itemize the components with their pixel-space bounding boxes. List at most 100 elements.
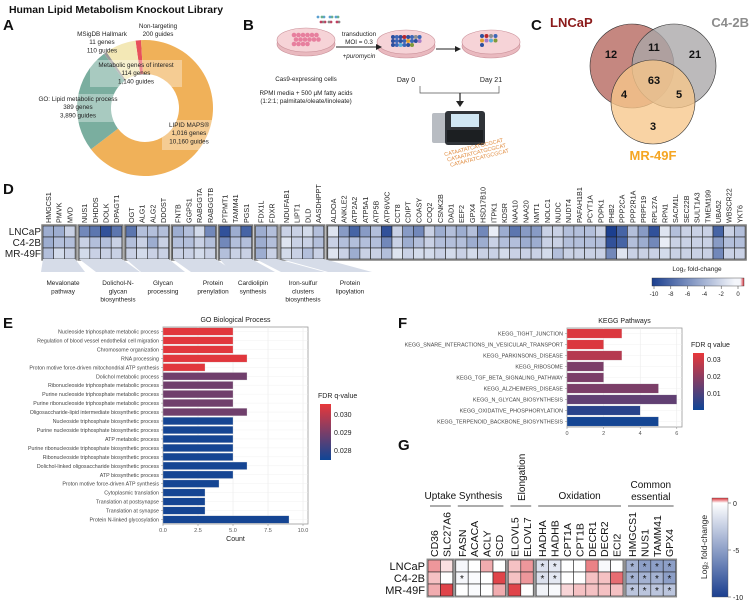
bar <box>162 506 206 515</box>
cell-icon <box>410 43 414 47</box>
virus-particle-icon <box>319 20 323 24</box>
heatmap-cell <box>659 247 671 260</box>
cell-icon <box>314 32 319 38</box>
heatmap-cell <box>552 236 564 249</box>
heatmap-cell <box>413 225 425 238</box>
cell-icon <box>402 35 407 39</box>
heatmap-cell <box>691 225 703 238</box>
category-label: Cytoplasmic translation <box>104 491 159 497</box>
gene-label: KDSR <box>500 203 509 223</box>
pathway-label: prenylation <box>197 288 229 295</box>
category-label: Ribonucleoside triphosphate biosynthetic… <box>43 455 160 461</box>
category-label: Protein N-linked glycosylation <box>90 518 160 524</box>
heatmap-cell <box>455 559 469 573</box>
pathway-connector <box>255 259 325 272</box>
gene-label: ECI2 <box>612 533 624 557</box>
gene-label: ALG2 <box>148 205 157 223</box>
legend-tick-label: 0 <box>733 501 737 508</box>
heatmap-cell <box>530 225 543 238</box>
heatmap-cell <box>402 236 414 249</box>
heatmap-cell <box>498 247 510 260</box>
cell-icon <box>413 35 418 39</box>
heatmap-cell <box>157 225 169 238</box>
heatmap-cell <box>712 247 724 260</box>
heatmap-cell <box>265 247 278 260</box>
gene-label: ACACA <box>469 521 481 557</box>
gene-label: ALG1 <box>138 205 147 223</box>
heatmap-cell <box>193 236 206 249</box>
cell-icon <box>480 38 484 43</box>
gene-label: PHB2 <box>607 204 616 223</box>
gene-label: FDXR <box>267 203 276 223</box>
bar <box>162 461 248 470</box>
heatmap-cell <box>348 225 361 238</box>
row-label: MR-49F <box>5 249 41 260</box>
heatmap-cell <box>110 225 123 238</box>
cell-icon <box>484 34 489 38</box>
heatmap-cell <box>498 236 510 249</box>
donut-label: 389 genes <box>63 104 92 111</box>
category-label: KEGG_TGF_BETA_SIGNALING_PATHWAY <box>456 376 563 382</box>
gene-label: PMVK <box>55 202 64 223</box>
heatmap-cell <box>327 225 339 238</box>
panel-label-e: E <box>3 315 13 332</box>
heatmap-cell <box>413 247 425 260</box>
heatmap-cell <box>585 559 599 573</box>
gene-label: CCT8 <box>393 204 402 223</box>
gene-label: ATP6V0C <box>382 192 391 223</box>
donut-label: Non-targeting <box>139 23 178 30</box>
row-label: C4-2B <box>13 238 42 249</box>
heatmap-cell <box>455 225 468 238</box>
bar <box>162 435 234 443</box>
venn-circle-mr-49f <box>610 59 696 145</box>
category-label: Purine nucleoside triphosphate biosynthe… <box>37 428 160 434</box>
gene-label: HADHB <box>550 520 562 557</box>
cell-icon <box>413 39 418 43</box>
heatmap-cell <box>42 225 54 238</box>
heatmap-cell <box>265 225 278 238</box>
pathway-label: Protein <box>203 280 224 287</box>
gene-label: EEF2 <box>457 205 466 223</box>
cell-icon <box>391 35 395 39</box>
heatmap-cell <box>723 247 735 260</box>
bar <box>162 363 206 372</box>
virus-particle-icon <box>335 20 339 24</box>
cell-icon <box>489 38 493 43</box>
gene-label: HMGCS1 <box>627 512 639 557</box>
gene-label: NUS1 <box>80 204 89 223</box>
bar <box>566 416 659 427</box>
heatmap-cell <box>265 236 278 249</box>
heatmap-cell <box>509 236 521 249</box>
heatmap-cell <box>240 247 252 260</box>
cell-icon <box>417 35 422 39</box>
heatmap-cell <box>669 225 682 238</box>
bar <box>162 390 234 399</box>
pathway-label: Protein <box>340 280 361 287</box>
x-tick-label: 4 <box>639 431 642 437</box>
cell-icon <box>402 43 407 47</box>
heatmap-cell <box>680 236 692 249</box>
cell-icon <box>410 35 414 39</box>
bar <box>162 381 234 390</box>
cell-icon <box>398 43 403 47</box>
heatmap-cell <box>477 236 489 249</box>
pathway-label: pathway <box>51 288 76 295</box>
heatmap-cell <box>359 236 371 249</box>
pathway-connector <box>79 259 140 272</box>
virus-particle-icon <box>323 20 327 24</box>
cell-icon <box>489 34 493 38</box>
heatmap-cell <box>327 247 339 260</box>
x-tick-label: 6 <box>675 431 678 437</box>
heatmap-cell <box>498 225 510 238</box>
heatmap-cell <box>520 236 532 249</box>
heatmap-cell <box>445 236 457 249</box>
heatmap-cell <box>466 225 478 238</box>
gene-label: ACLY <box>482 530 494 557</box>
heatmap-cell <box>594 225 607 238</box>
row-label: MR-49F <box>385 585 425 597</box>
donut-label: 110 guides <box>87 47 117 54</box>
heatmap-cell <box>380 225 393 238</box>
category-label: Chromosome organization <box>97 347 159 353</box>
heatmap-cell <box>100 236 112 249</box>
